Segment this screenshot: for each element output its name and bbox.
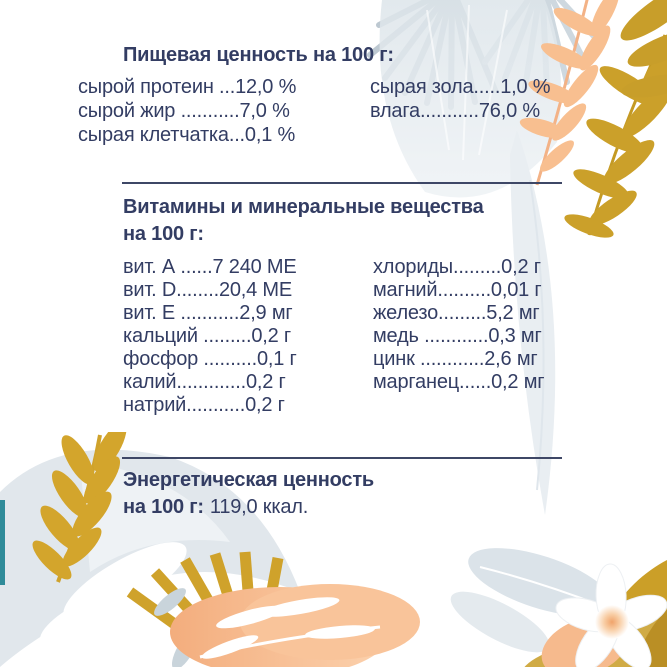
vitamin-row: хлориды.........0,2 г — [373, 256, 541, 278]
section-divider — [122, 182, 562, 184]
energy-value-line: на 100 г: 119,0 ккал. — [123, 496, 308, 519]
nutrient-row: влага...........76,0 % — [370, 100, 540, 122]
vitamins-left-column: вит. А ......7 240 МЕ вит. D........20,4… — [123, 256, 297, 417]
nutrition-right-column: сырая зола.....1,0 % влага...........76,… — [370, 75, 551, 123]
vitamin-row: медь ............0,3 мг — [373, 325, 542, 347]
vitamin-row: кальций .........0,2 г — [123, 325, 292, 347]
vitamin-row: магний..........0,01 г — [373, 279, 542, 301]
vitamin-row: железо.........5,2 мг — [373, 302, 540, 324]
vitamins-title-line2: на 100 г: — [123, 223, 204, 245]
vitamin-row: марганец......0,2 мг — [373, 371, 545, 393]
nutrient-row: сырой протеин ...12,0 % — [78, 76, 297, 98]
vitamins-title: Витамины и минеральные вещества на 100 г… — [123, 194, 484, 248]
vitamin-row: вит. А ......7 240 МЕ — [123, 256, 297, 278]
vitamins-right-column: хлориды.........0,2 г магний..........0,… — [373, 256, 545, 394]
vitamins-title-line1: Витамины и минеральные вещества — [123, 196, 484, 218]
vitamin-row: вит. Е ...........2,9 мг — [123, 302, 293, 324]
vitamin-row: натрий...........0,2 г — [123, 394, 285, 416]
vitamin-row: калий.............0,2 г — [123, 371, 286, 393]
vitamin-row: цинк ............2,6 мг — [373, 348, 538, 370]
nutrient-row: сырой жир ...........7,0 % — [78, 100, 290, 122]
vitamin-row: вит. D........20,4 МЕ — [123, 279, 293, 301]
energy-title: Энергетическая ценность — [123, 469, 375, 491]
nutrition-title: Пищевая ценность на 100 г: — [123, 44, 394, 66]
section-divider — [122, 457, 562, 459]
energy-value: 119,0 ккал. — [209, 496, 309, 518]
nutrient-row: сырая клетчатка...0,1 % — [78, 124, 296, 146]
nutrition-left-column: сырой протеин ...12,0 % сырой жир ......… — [78, 75, 296, 147]
nutrient-row: сырая зола.....1,0 % — [370, 76, 551, 98]
energy-label: на 100 г: — [123, 496, 204, 518]
vitamin-row: фосфор ..........0,1 г — [123, 348, 297, 370]
